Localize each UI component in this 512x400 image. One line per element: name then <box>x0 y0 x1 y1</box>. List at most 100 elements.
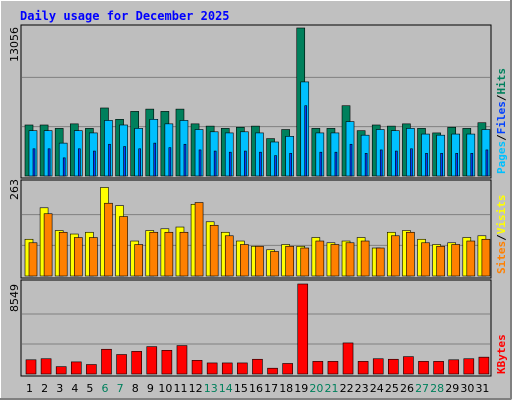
bar-pages-day-20 <box>319 151 323 177</box>
bar-kbytes-day-4 <box>70 361 82 375</box>
bar-pages-day-27 <box>425 153 428 177</box>
bar-pages-day-13 <box>213 150 217 177</box>
bar-kbytes-day-5 <box>86 364 97 375</box>
bar-pages-day-6 <box>108 143 111 177</box>
bar-kbytes-day-15 <box>237 362 248 375</box>
x-tick-label-day-19: 19 <box>294 382 308 395</box>
legend-visits: Visits <box>495 195 508 235</box>
bar-pages-day-15 <box>244 150 247 177</box>
bar-pages-day-22 <box>349 143 353 177</box>
bar-pages-day-18 <box>289 153 292 177</box>
bar-kbytes-day-13 <box>206 362 218 375</box>
bar-sites-day-10 <box>164 231 174 277</box>
bar-kbytes-day-12 <box>191 360 203 375</box>
legend-sep: / <box>495 94 508 101</box>
x-tick-label-day-15: 15 <box>234 382 248 395</box>
bar-kbytes-day-19 <box>297 283 309 375</box>
legend-files: Files <box>495 101 508 134</box>
legend-kbytes: KBytes <box>495 334 508 374</box>
x-tick-label-day-17: 17 <box>264 382 278 395</box>
x-tick-label-day-21: 21 <box>324 382 338 395</box>
bar-kbytes-day-22 <box>342 342 354 375</box>
bar-sites-day-15 <box>240 244 249 277</box>
bar-kbytes-day-21 <box>327 361 339 375</box>
bar-pages-day-23 <box>364 153 368 177</box>
x-tick-label-day-29: 29 <box>445 382 459 395</box>
x-tick-label-day-9: 9 <box>147 382 154 395</box>
bar-pages-day-29 <box>455 153 459 177</box>
bar-pages-day-30 <box>470 153 474 177</box>
bar-kbytes-day-2 <box>40 358 52 375</box>
bar-sites-day-3 <box>58 231 68 277</box>
bar-kbytes-day-16 <box>252 358 263 375</box>
bar-pages-day-17 <box>274 155 277 177</box>
x-tick-label-day-24: 24 <box>370 382 384 395</box>
bar-sites-day-1 <box>28 242 38 277</box>
legend-sep: / <box>495 234 508 241</box>
bar-sites-day-5 <box>89 237 98 277</box>
bar-sites-day-12 <box>194 202 204 277</box>
bar-pages-day-1 <box>32 148 36 177</box>
bar-kbytes-day-8 <box>131 351 142 375</box>
bar-pages-day-9 <box>153 142 157 177</box>
bar-pages-day-4 <box>77 148 81 177</box>
x-tick-label-day-27: 27 <box>415 382 429 395</box>
bar-sites-day-11 <box>179 231 189 277</box>
x-tick-label-day-22: 22 <box>340 382 354 395</box>
bar-kbytes-day-1 <box>25 359 37 375</box>
x-tick-label-day-26: 26 <box>400 382 414 395</box>
x-tick-label-day-20: 20 <box>309 382 323 395</box>
bar-sites-day-22 <box>345 242 355 277</box>
chart-title: Daily usage for December 2025 <box>20 9 230 23</box>
x-tick-label-day-30: 30 <box>460 382 474 395</box>
bar-sites-day-30 <box>466 240 476 277</box>
bar-sites-day-28 <box>436 245 445 277</box>
bar-kbytes-day-3 <box>55 366 67 375</box>
bar-kbytes-day-7 <box>116 354 127 375</box>
x-tick-label-day-10: 10 <box>158 382 172 395</box>
bar-kbytes-day-24 <box>372 358 384 375</box>
bar-sites-day-21 <box>330 244 340 277</box>
bar-sites-day-18 <box>285 245 294 277</box>
x-tick-label-day-18: 18 <box>279 382 293 395</box>
bar-sites-day-14 <box>224 235 234 277</box>
bar-pages-day-8 <box>138 148 141 177</box>
bar-sites-day-16 <box>255 245 264 277</box>
bar-sites-day-6 <box>104 202 113 277</box>
bar-pages-day-28 <box>440 153 443 177</box>
bar-kbytes-day-27 <box>418 361 429 375</box>
x-tick-label-day-11: 11 <box>174 382 188 395</box>
bar-sites-day-2 <box>43 213 53 277</box>
bar-kbytes-day-17 <box>267 367 278 375</box>
bar-sites-day-4 <box>73 237 83 277</box>
bar-pages-day-26 <box>410 148 413 177</box>
bar-kbytes-day-20 <box>312 361 324 375</box>
bar-sites-day-25 <box>391 235 400 277</box>
legend-sep: / <box>495 134 508 141</box>
bar-kbytes-day-23 <box>357 361 369 375</box>
bar-sites-day-26 <box>406 231 415 277</box>
bar-sites-day-24 <box>375 247 385 277</box>
x-tick-label-day-8: 8 <box>132 382 139 395</box>
bar-pages-day-5 <box>93 150 96 177</box>
bar-kbytes-day-28 <box>433 361 444 375</box>
bar-sites-day-17 <box>270 251 279 277</box>
x-tick-label-day-28: 28 <box>430 382 444 395</box>
bar-pages-day-12 <box>198 149 202 177</box>
bar-pages-day-16 <box>259 151 262 177</box>
bar-sites-day-8 <box>134 244 143 277</box>
bar-pages-day-19 <box>304 105 308 177</box>
bar-pages-day-11 <box>183 143 187 177</box>
x-tick-label-day-25: 25 <box>385 382 399 395</box>
x-tick-label-day-7: 7 <box>117 382 124 395</box>
bar-pages-day-24 <box>379 149 383 177</box>
bar-sites-day-29 <box>451 244 461 277</box>
legend-sites: Sites <box>495 241 508 274</box>
x-tick-label-day-12: 12 <box>189 382 203 395</box>
bar-pages-day-21 <box>334 151 338 177</box>
bar-kbytes-day-11 <box>176 345 188 375</box>
x-tick-label-day-6: 6 <box>102 382 109 395</box>
bar-sites-day-19 <box>300 247 310 277</box>
x-tick-label-day-14: 14 <box>219 382 233 395</box>
y-max-label-pages-files-hits: 13056 <box>8 27 21 62</box>
